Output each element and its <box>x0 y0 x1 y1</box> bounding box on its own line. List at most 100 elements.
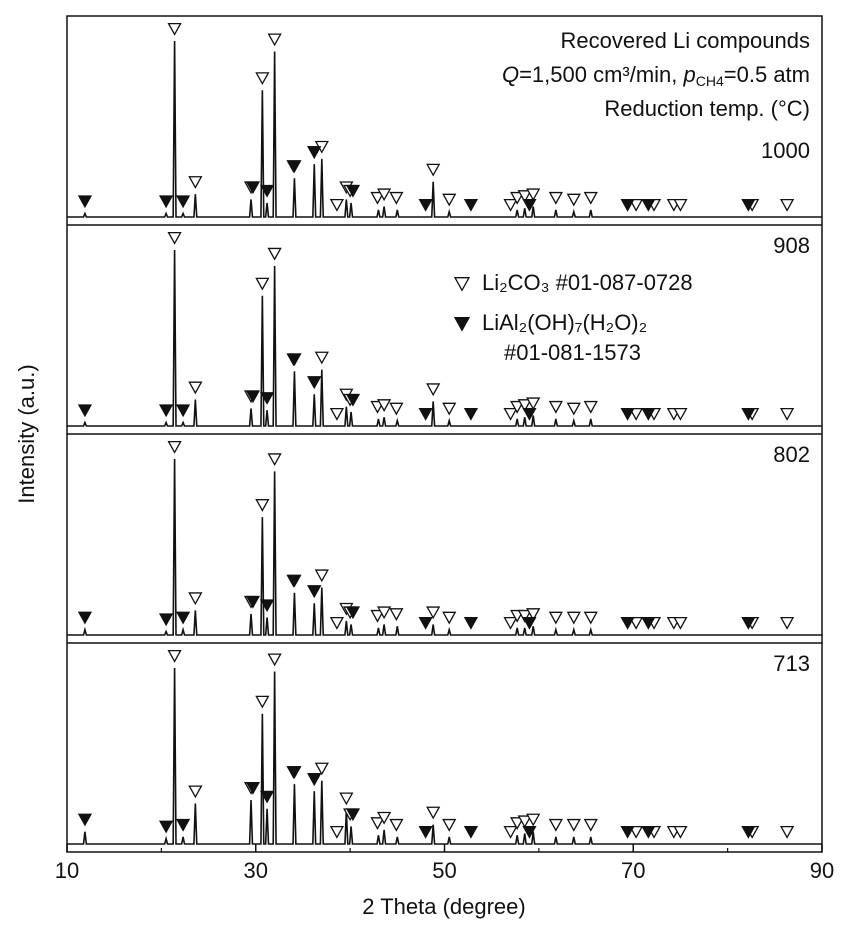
phase-marker <box>77 813 93 827</box>
phase-marker <box>188 592 203 606</box>
conditions: Q=1,500 cm³/min, pCH4=0.5 atm <box>502 62 810 89</box>
phase-marker <box>245 181 261 195</box>
phase-marker <box>628 198 644 212</box>
phase-marker <box>167 22 182 36</box>
phase-marker <box>673 825 688 839</box>
x-tick-label: 90 <box>810 858 834 883</box>
phase-marker <box>522 825 537 839</box>
x-tick-label: 50 <box>432 858 456 883</box>
phase-marker <box>345 808 361 822</box>
phase-marker <box>641 198 656 212</box>
phase-marker <box>779 616 795 630</box>
phase-marker <box>673 616 688 630</box>
phase-marker <box>158 613 174 627</box>
phase-marker <box>620 825 635 839</box>
phase-marker <box>267 453 282 467</box>
phase-marker <box>286 160 301 174</box>
legend-card: #01-087-0728 <box>556 270 693 295</box>
panel-label: 802 <box>773 442 810 467</box>
phase-marker <box>314 569 329 583</box>
x-tick-label: 30 <box>244 858 268 883</box>
phase-marker <box>307 773 322 786</box>
phase-marker <box>526 813 541 827</box>
phase-marker <box>329 825 345 839</box>
phase-marker <box>442 193 457 207</box>
phase-marker <box>418 198 433 212</box>
phase-marker <box>548 611 563 625</box>
phase-marker <box>548 191 563 205</box>
phase-marker <box>418 616 433 630</box>
phase-marker <box>376 188 392 202</box>
phase-marker <box>583 191 598 205</box>
phase-marker <box>307 376 322 390</box>
phase-marker <box>286 574 301 588</box>
phase-marker <box>245 595 261 609</box>
phase-marker <box>267 33 282 47</box>
conditions-part: =1,500 cm³/min, <box>519 62 683 87</box>
phase-marker <box>255 695 270 709</box>
conditions-part: =0.5 atm <box>724 62 810 87</box>
phase-marker <box>175 195 191 209</box>
phase-marker <box>314 762 329 776</box>
phase-marker <box>566 402 581 416</box>
phase-marker <box>583 818 598 832</box>
phase-marker <box>329 407 345 421</box>
phase-marker <box>426 163 441 177</box>
phase-marker <box>517 609 532 623</box>
phase-marker <box>641 616 656 630</box>
phase-marker <box>641 825 656 839</box>
chart-title: Recovered Li compounds <box>561 28 810 53</box>
phase-marker <box>245 781 261 795</box>
phase-marker <box>628 825 644 839</box>
panel-label: 713 <box>773 651 810 676</box>
panel-label: 908 <box>773 233 810 258</box>
phase-marker <box>779 407 795 421</box>
phase-marker <box>628 407 644 421</box>
phase-marker <box>673 198 688 212</box>
phase-marker <box>526 397 541 411</box>
phase-marker <box>426 806 441 820</box>
phase-marker <box>345 184 361 198</box>
legend-symbol <box>453 277 471 292</box>
phase-marker <box>628 616 644 630</box>
phase-marker <box>548 400 563 414</box>
phase-marker <box>426 606 441 620</box>
phase-marker <box>259 392 275 405</box>
xrd-pattern <box>67 667 822 845</box>
phase-marker <box>620 616 635 630</box>
phase-marker <box>376 399 392 412</box>
phase-marker <box>345 606 361 620</box>
phase-marker <box>522 198 537 212</box>
phase-marker <box>583 400 598 414</box>
phase-marker <box>167 231 182 245</box>
x-tick-label: 70 <box>621 858 645 883</box>
legend-symbol <box>453 317 471 332</box>
xrd-pattern <box>67 458 822 636</box>
phase-marker <box>286 766 301 779</box>
phase-marker <box>245 390 261 404</box>
phase-marker <box>339 792 354 806</box>
phase-marker <box>255 277 270 291</box>
phase-marker <box>77 611 93 625</box>
phase-marker <box>167 649 182 663</box>
phase-marker <box>442 611 457 625</box>
phase-marker <box>175 818 191 832</box>
phase-marker <box>418 407 433 421</box>
phase-marker <box>389 608 404 621</box>
phase-marker <box>548 818 563 832</box>
legend-card: #01-081-1573 <box>504 340 641 365</box>
phase-marker <box>566 611 581 625</box>
phase-marker <box>158 195 174 209</box>
phase-marker <box>566 193 581 207</box>
phase-marker <box>510 191 525 205</box>
phase-marker <box>175 611 191 625</box>
x-tick-label: 10 <box>55 858 79 883</box>
phase-marker <box>158 820 174 834</box>
phase-marker <box>526 188 541 202</box>
phase-marker <box>741 825 756 839</box>
phase-marker <box>307 585 322 599</box>
phase-marker <box>418 825 433 839</box>
x-axis-label: 2 Theta (degree) <box>362 894 525 919</box>
phase-marker <box>741 198 756 212</box>
